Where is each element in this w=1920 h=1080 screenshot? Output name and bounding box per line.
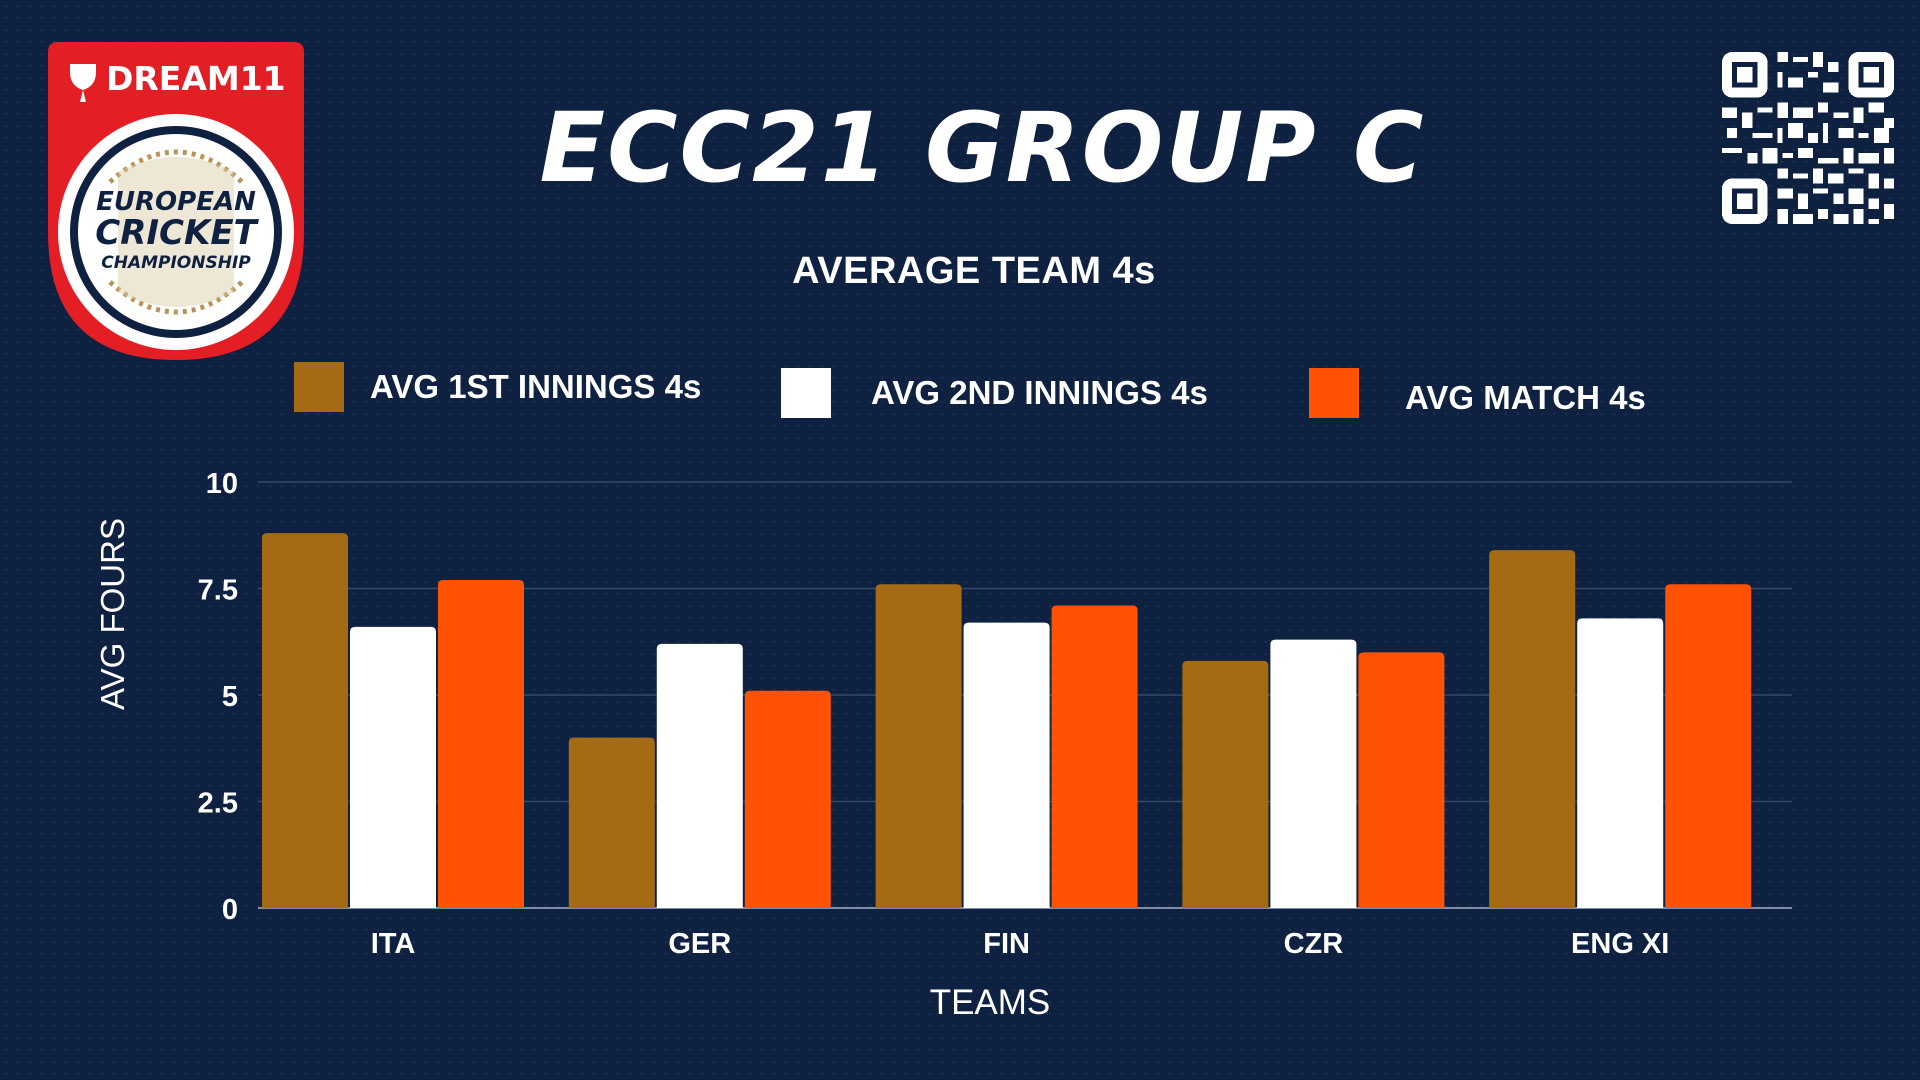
x-tick-label: CZR [1284, 928, 1344, 960]
x-tick-labels: ITA GER FIN CZR ENG XI [371, 928, 1670, 960]
bar-czr-series-3 [1358, 652, 1445, 908]
x-tick-label: ITA [371, 928, 416, 960]
bar-ger-series-1 [568, 737, 655, 908]
bar-ita-series-1 [262, 533, 348, 908]
bar-czr-series-1 [1182, 660, 1269, 908]
y-tick-label: 5 [222, 681, 238, 713]
bar-ger-series-2 [656, 643, 743, 908]
y-tick-label: 7.5 [198, 575, 238, 607]
svg-text:EUROPEAN: EUROPEAN [96, 187, 256, 217]
x-axis-label: TEAMS [930, 983, 1051, 1022]
bar-fin-series-1 [875, 584, 962, 908]
bar-ita-series-3 [438, 579, 524, 908]
bars [262, 533, 1752, 908]
chart-title: AVERAGE TEAM 4s [792, 250, 1156, 292]
legend-label-2nd-innings: AVG 2ND INNINGS 4s [871, 374, 1208, 411]
bar-eng-xi-series-2 [1577, 618, 1664, 908]
bar-eng-xi-series-3 [1665, 584, 1752, 908]
y-axis-label: AVG FOURS [94, 518, 131, 710]
page-title: ECC21 GROUP C [539, 92, 1426, 204]
legend-item-2nd-innings: AVG 2ND INNINGS 4s [781, 368, 1208, 418]
x-tick-label: FIN [983, 928, 1030, 960]
bar-czr-series-2 [1270, 639, 1357, 908]
y-tick-labels: 0 2.5 5 7.5 10 [198, 468, 238, 926]
svg-text:DREAM11: DREAM11 [106, 59, 286, 98]
bar-fin-series-3 [1051, 605, 1138, 908]
legend-item-1st-innings: AVG 1ST INNINGS 4s [294, 362, 701, 412]
bar-ger-series-3 [744, 690, 831, 908]
dream11-logo-icon: DREAM11 [70, 59, 286, 102]
x-tick-label: ENG XI [1571, 928, 1669, 960]
legend-label-1st-innings: AVG 1ST INNINGS 4s [370, 368, 702, 405]
y-tick-label: 2.5 [198, 788, 238, 820]
legend-label-match: AVG MATCH 4s [1405, 379, 1646, 416]
dream11-ecc-logo: DREAM11 EUROPEAN CRICKET CHAMPIONSHIP [48, 42, 304, 360]
legend-item-match: AVG MATCH 4s [1309, 368, 1646, 418]
legend-swatch-match [1309, 368, 1359, 418]
legend-swatch-1st-innings [294, 362, 344, 412]
y-tick-label: 10 [206, 468, 238, 500]
bar-fin-series-2 [963, 622, 1050, 908]
bar-eng-xi-series-1 [1489, 550, 1576, 908]
bar-ita-series-2 [350, 626, 436, 908]
svg-text:CHAMPIONSHIP: CHAMPIONSHIP [101, 253, 251, 273]
y-tick-label: 0 [222, 894, 238, 926]
qr-code-icon [1722, 52, 1894, 224]
european-cricket-championship-badge-icon: EUROPEAN CRICKET CHAMPIONSHIP [58, 114, 294, 350]
legend-swatch-2nd-innings [781, 368, 831, 418]
svg-text:CRICKET: CRICKET [95, 213, 259, 253]
x-tick-label: GER [668, 928, 731, 960]
